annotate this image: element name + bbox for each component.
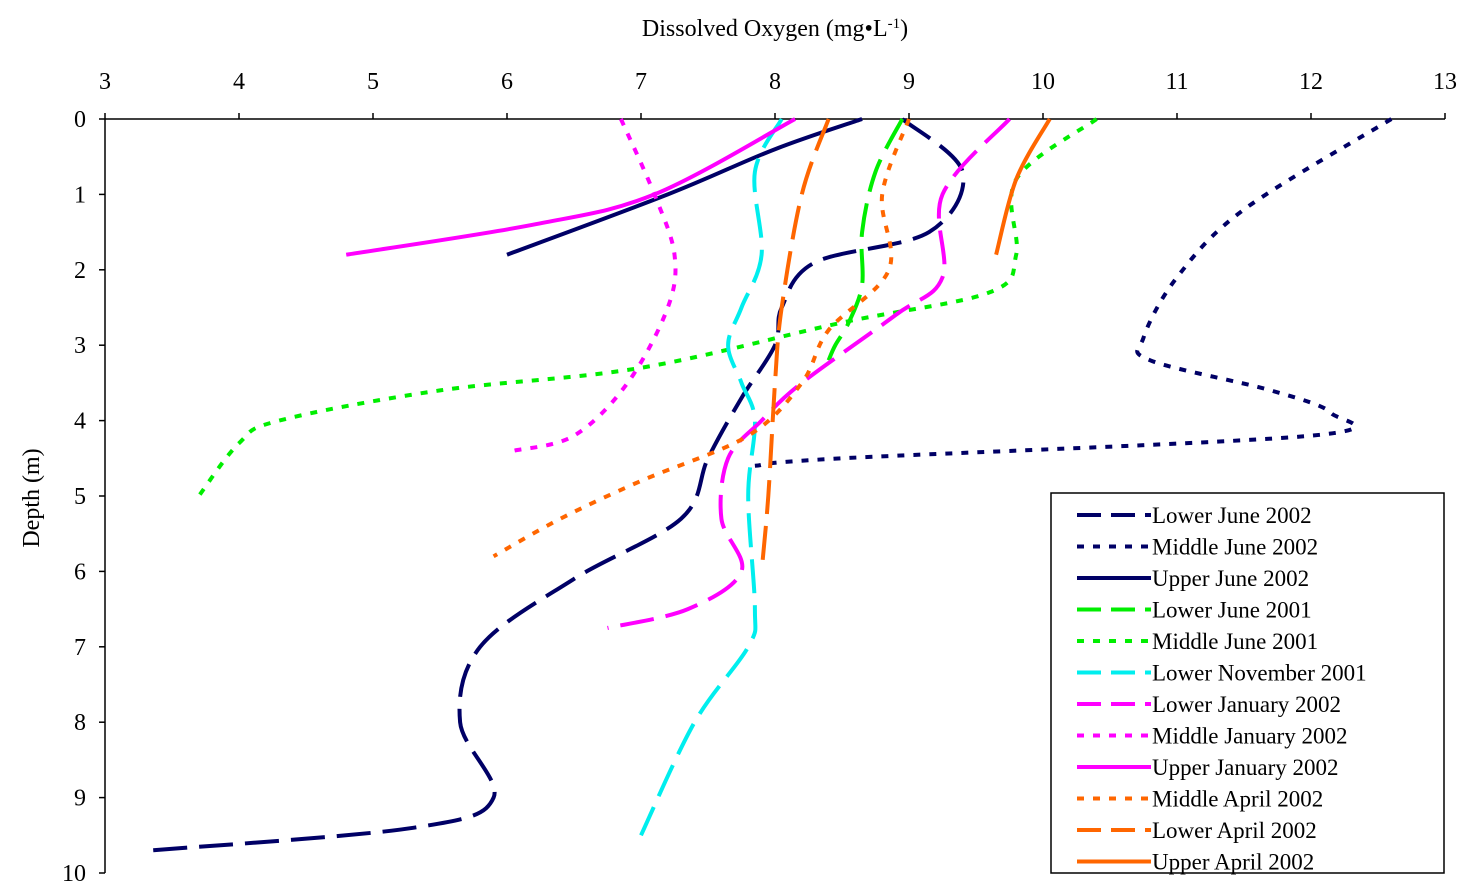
series-line-lower-june-2002 — [151, 117, 966, 853]
legend-label: Middle April 2002 — [1152, 787, 1323, 812]
x-tick-label: 6 — [501, 69, 513, 95]
x-tick-label: 13 — [1433, 69, 1457, 95]
series-line-lower-june-2001 — [826, 118, 905, 362]
x-tick-label: 11 — [1165, 69, 1188, 95]
y-axis-title: Depth (m) — [19, 448, 45, 547]
series-line-upper-april-2002 — [994, 118, 1052, 256]
y-tick-label: 0 — [74, 107, 86, 133]
legend-label: Middle January 2002 — [1152, 724, 1347, 749]
legend-label: Middle June 2001 — [1152, 629, 1318, 654]
series-line-middle-january-2002 — [513, 118, 678, 453]
y-tick-label: 8 — [74, 710, 86, 736]
legend-label: Lower June 2001 — [1152, 598, 1312, 623]
y-tick-label: 5 — [74, 484, 86, 510]
legend-label: Upper January 2002 — [1152, 755, 1339, 780]
x-tick-label: 8 — [769, 69, 781, 95]
x-tick-label: 3 — [99, 69, 111, 95]
y-tick-label: 7 — [74, 635, 86, 661]
legend-label: Lower April 2002 — [1152, 818, 1317, 843]
y-tick-label: 4 — [74, 409, 86, 435]
x-tick-label: 12 — [1299, 69, 1323, 95]
x-tick-label: 5 — [367, 69, 379, 95]
legend-label: Upper April 2002 — [1152, 850, 1314, 875]
y-tick-label: 3 — [74, 333, 86, 359]
x-tick-label: 10 — [1031, 69, 1055, 95]
series-line-lower-january-2002 — [607, 117, 1011, 630]
series-line-middle-june-2001 — [197, 117, 1098, 498]
series-line-lower-november-2001 — [639, 118, 784, 837]
legend-box — [1050, 492, 1445, 874]
x-tick-label: 9 — [903, 69, 915, 95]
legend-label: Upper June 2002 — [1152, 566, 1309, 591]
series-line-middle-april-2002 — [492, 118, 911, 559]
series-layer — [151, 117, 1393, 853]
x-axis-title-main: Dissolved Oxygen (mg•L — [642, 16, 888, 42]
x-tick-label: 4 — [233, 69, 245, 95]
series-line-upper-january-2002 — [345, 117, 797, 257]
x-tick-label: 7 — [635, 69, 647, 95]
y-tick-label: 1 — [74, 182, 86, 208]
x-axis-title-superscript: -1 — [888, 16, 901, 32]
series-line-lower-april-2002 — [759, 118, 831, 572]
x-axis-title: Dissolved Oxygen (mg•L-1) — [642, 16, 908, 42]
legend-label: Lower June 2002 — [1152, 503, 1312, 528]
series-line-upper-june-2002 — [506, 117, 863, 257]
x-axis-title-close: ) — [900, 16, 908, 42]
series-line-middle-june-2002 — [754, 117, 1393, 468]
legend: Lower June 2002 Middle June 2002 Upper Jun… — [1050, 492, 1445, 875]
y-tick-label: 2 — [74, 258, 86, 284]
y-tick-label: 9 — [74, 786, 86, 812]
y-tick-label: 6 — [74, 559, 86, 585]
legend-label: Middle June 2002 — [1152, 535, 1318, 560]
y-tick-label: 10 — [62, 861, 86, 887]
legend-label: Lower January 2002 — [1152, 692, 1341, 717]
legend-label: Lower November 2001 — [1152, 661, 1367, 686]
